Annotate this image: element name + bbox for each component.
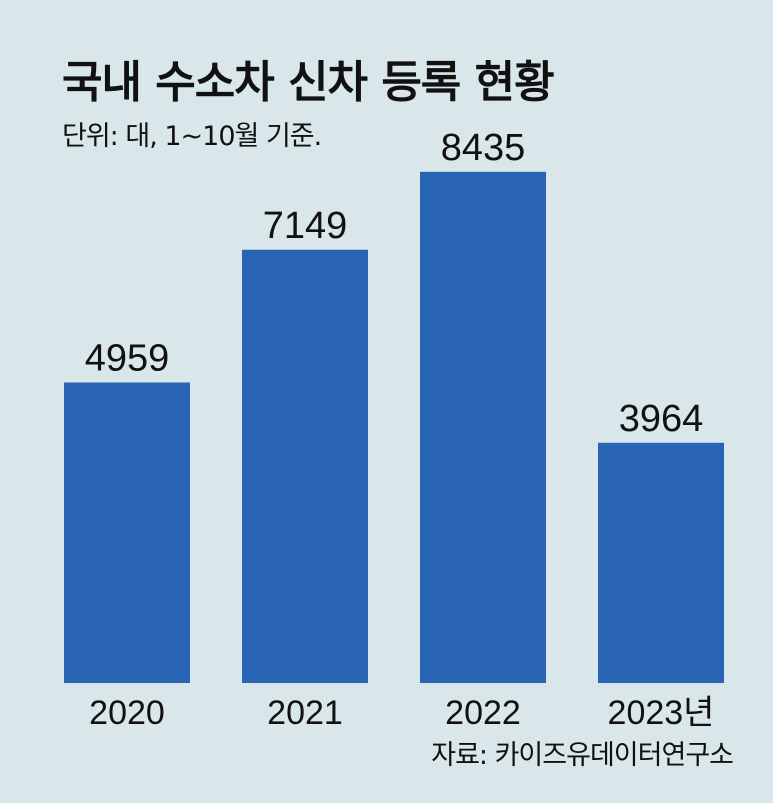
category-label-2023년: 2023년	[608, 694, 715, 732]
chart-title: 국내 수소차 신차 등록 현황	[62, 57, 555, 108]
value-label-2022: 8435	[441, 127, 526, 169]
source-note: 자료: 카이즈유데이터연구소	[431, 740, 734, 771]
category-label-2020: 2020	[89, 694, 165, 732]
value-label-2020: 4959	[85, 337, 170, 379]
bar-2023년	[598, 442, 724, 683]
bar-2022	[420, 171, 546, 684]
bar-2020	[64, 382, 190, 683]
value-label-2021: 7149	[263, 205, 348, 247]
value-label-2023년: 3964	[619, 398, 704, 440]
chart-subtitle: 단위: 대, 1~10월 기준.	[62, 121, 322, 152]
category-label-2021: 2021	[267, 694, 343, 732]
category-label-2022: 2022	[445, 694, 521, 732]
bar-2021	[242, 249, 368, 683]
